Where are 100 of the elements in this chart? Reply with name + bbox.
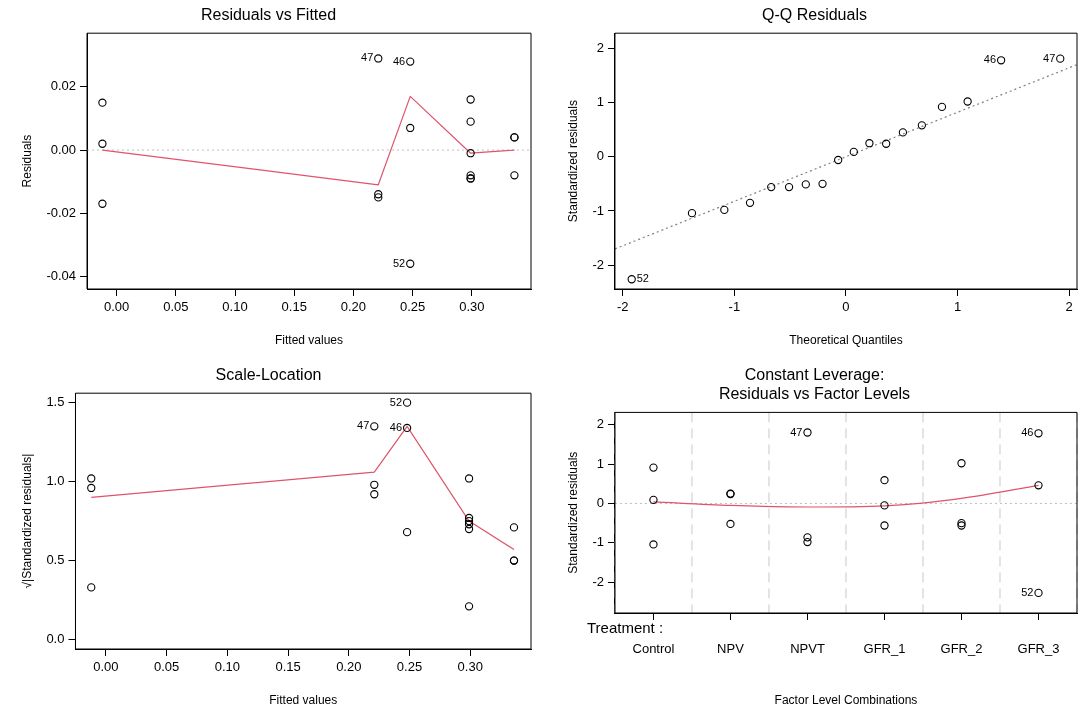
point bbox=[466, 117, 475, 126]
x-axis-title: Theoretical Quantiles bbox=[789, 333, 903, 348]
x-tick-label: 0.20 bbox=[336, 659, 362, 675]
y-axis-title: Residuals bbox=[19, 134, 34, 188]
x-tick-label: 0.05 bbox=[163, 299, 189, 315]
y-tick-label: 0.02 bbox=[50, 78, 77, 94]
point bbox=[374, 190, 383, 199]
y-tick-label: 0 bbox=[596, 495, 604, 511]
y-tick-label: 0.0 bbox=[46, 631, 65, 647]
x-tick-label: 0.05 bbox=[153, 659, 180, 675]
annotation: 47 bbox=[357, 419, 370, 432]
x-tick-label: 0.20 bbox=[340, 299, 367, 315]
y-tick-label: -0.04 bbox=[46, 267, 77, 283]
point bbox=[687, 208, 697, 218]
point bbox=[784, 182, 794, 192]
annotation: 47 bbox=[790, 425, 803, 438]
annotation: 47 bbox=[361, 51, 374, 64]
chart-title: Q-Q Residuals bbox=[762, 6, 867, 24]
annotation: 52 bbox=[389, 395, 403, 408]
annotation: 46 bbox=[1021, 426, 1034, 439]
y-axis-title: Standardized residuals bbox=[565, 100, 580, 223]
y-tick-label: 0.00 bbox=[50, 141, 77, 157]
x-tick-label: 0.10 bbox=[214, 659, 240, 675]
point bbox=[370, 480, 379, 489]
y-tick-label: 2 bbox=[596, 416, 604, 432]
x-tick-label: 0.30 bbox=[459, 299, 485, 315]
x-tick-label: 0.25 bbox=[399, 299, 426, 315]
y-axis-title: Standardized residuals bbox=[565, 451, 580, 574]
y-tick-label: 1.5 bbox=[46, 394, 65, 410]
x-tick-label: -1 bbox=[728, 299, 741, 315]
point bbox=[745, 198, 755, 207]
point bbox=[898, 128, 908, 137]
point bbox=[98, 98, 107, 107]
point bbox=[406, 123, 415, 133]
point bbox=[370, 490, 379, 499]
point bbox=[464, 474, 474, 483]
point bbox=[466, 171, 475, 180]
annotation: 52 bbox=[392, 256, 406, 269]
x-tick-label: NPV bbox=[717, 641, 745, 657]
y-tick-label: -1 bbox=[592, 534, 604, 550]
point bbox=[466, 149, 475, 158]
x-tick-label: 0 bbox=[842, 299, 850, 315]
point bbox=[1056, 54, 1065, 63]
x-tick-label: 0.00 bbox=[93, 659, 119, 675]
chart-title: Scale-Location bbox=[215, 366, 322, 384]
point bbox=[402, 398, 412, 407]
point bbox=[87, 474, 96, 483]
y-tick-label: 1 bbox=[596, 455, 604, 471]
point bbox=[370, 422, 379, 431]
y-tick-label: -2 bbox=[592, 256, 604, 272]
x-tick-label: Control bbox=[632, 641, 675, 657]
x-tick-label: -2 bbox=[616, 299, 629, 315]
x-tick-label: GFR_3 bbox=[1017, 641, 1060, 657]
point bbox=[767, 182, 776, 192]
point bbox=[374, 193, 383, 202]
x-tick-label: 1 bbox=[953, 299, 962, 315]
text: Treatment : bbox=[586, 618, 664, 636]
annotation: 46 bbox=[983, 53, 997, 66]
x-tick-label: 0.30 bbox=[457, 659, 483, 675]
annotation: 46 bbox=[389, 420, 403, 433]
annotation: 52 bbox=[1021, 585, 1034, 598]
point bbox=[834, 155, 843, 165]
point bbox=[509, 523, 519, 532]
annotation: 52 bbox=[636, 272, 649, 285]
point bbox=[464, 524, 474, 534]
point bbox=[406, 259, 415, 268]
chart-title: Constant Leverage: Residuals vs Factor Levels bbox=[718, 366, 911, 403]
point bbox=[510, 171, 519, 180]
x-tick-label: 0.00 bbox=[103, 299, 130, 315]
y-tick-label: 1.0 bbox=[46, 473, 65, 489]
x-tick-label: GFR_1 bbox=[863, 641, 906, 657]
y-tick-label: 1 bbox=[596, 94, 604, 110]
y-axis-title: √|Standardized residuals| bbox=[19, 453, 34, 589]
point bbox=[963, 97, 972, 106]
point bbox=[464, 602, 474, 611]
x-tick-label: 0.25 bbox=[396, 659, 423, 675]
point bbox=[402, 528, 412, 537]
point bbox=[98, 139, 107, 148]
point bbox=[627, 275, 636, 284]
chart-title: Residuals vs Fitted bbox=[200, 6, 337, 24]
point bbox=[406, 57, 415, 66]
x-axis-title: Fitted values bbox=[274, 333, 344, 348]
y-tick-label: 0.5 bbox=[46, 552, 65, 568]
y-tick-label: 2 bbox=[596, 39, 604, 55]
x-tick-label: 0.15 bbox=[275, 659, 301, 675]
y-tick-label: -0.02 bbox=[46, 204, 77, 220]
point bbox=[374, 54, 383, 63]
annotation: 46 bbox=[392, 54, 406, 67]
point bbox=[87, 483, 96, 493]
y-tick-label: -1 bbox=[592, 202, 604, 218]
x-tick-label: GFR_2 bbox=[940, 641, 983, 657]
annotation: 47 bbox=[1043, 51, 1056, 64]
x-tick-label: NPVT bbox=[790, 641, 825, 657]
point bbox=[917, 121, 927, 130]
x-tick-label: 0.15 bbox=[281, 299, 307, 315]
y-tick-label: -2 bbox=[592, 573, 604, 589]
point bbox=[402, 423, 412, 433]
x-tick-label: 0.10 bbox=[222, 299, 248, 315]
point bbox=[818, 179, 827, 189]
y-tick-label: 0 bbox=[596, 148, 604, 164]
